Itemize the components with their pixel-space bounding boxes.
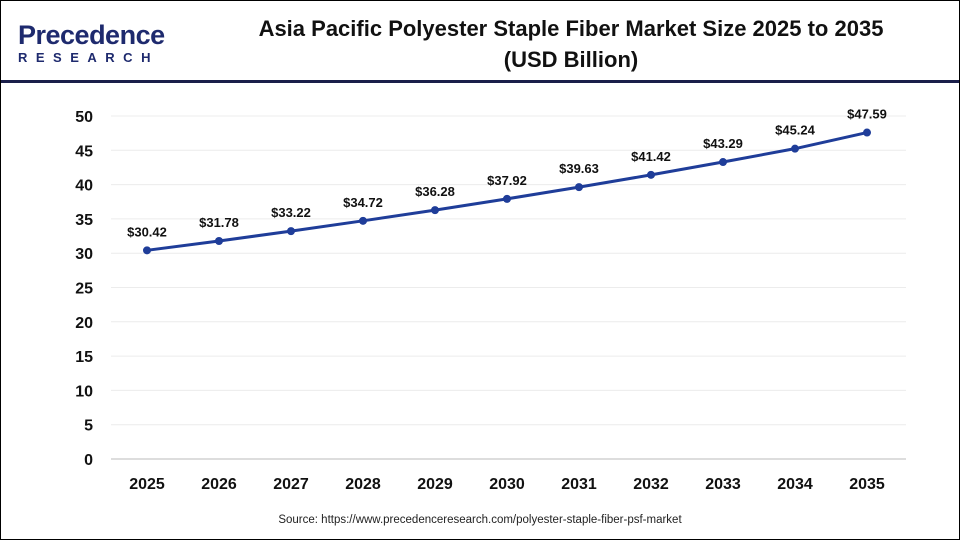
data-label: $34.72 — [343, 195, 383, 210]
x-tick-label: 2028 — [345, 476, 381, 493]
y-tick-label: 15 — [75, 349, 93, 366]
x-tick-label: 2030 — [489, 476, 525, 493]
title-line2: (USD Billion) — [503, 47, 639, 72]
x-tick-label: 2025 — [129, 476, 165, 493]
data-point — [359, 216, 367, 225]
data-label: $45.24 — [775, 123, 816, 138]
chart-title: Asia Pacific Polyester Staple Fiber Mark… — [201, 13, 941, 75]
data-point — [503, 194, 511, 203]
data-label: $47.59 — [847, 107, 887, 122]
y-tick-label: 40 — [75, 178, 93, 195]
y-tick-label: 10 — [75, 383, 93, 400]
data-point — [287, 227, 295, 236]
y-tick-label: 0 — [84, 452, 93, 469]
data-point — [575, 183, 583, 192]
x-tick-label: 2034 — [777, 476, 813, 493]
y-tick-label: 45 — [75, 143, 93, 160]
x-tick-label: 2032 — [633, 476, 669, 493]
data-point — [719, 158, 727, 167]
data-point — [215, 236, 223, 245]
source-note: Source: https://www.precedenceresearch.c… — [278, 514, 682, 526]
logo-line1: Precedence — [18, 20, 165, 50]
x-tick-label: 2031 — [561, 476, 597, 493]
header-divider — [1, 80, 959, 83]
y-tick-label: 35 — [75, 212, 93, 229]
logo-line2: RESEARCH — [18, 50, 159, 65]
data-point — [863, 128, 871, 137]
logo: Precedence RESEARCH — [18, 21, 165, 65]
x-tick-label: 2035 — [849, 476, 885, 493]
x-tick-label: 2029 — [417, 476, 453, 493]
data-point — [647, 170, 655, 179]
x-tick-label: 2033 — [705, 476, 741, 493]
y-tick-label: 20 — [75, 315, 93, 332]
x-tick-label: 2026 — [201, 476, 237, 493]
data-label: $37.92 — [487, 173, 527, 188]
data-label: $43.29 — [703, 136, 743, 151]
data-label: $30.42 — [127, 224, 167, 239]
data-label: $33.22 — [271, 205, 311, 220]
data-point — [791, 144, 799, 153]
y-tick-label: 5 — [84, 418, 93, 435]
data-label: $31.78 — [199, 215, 239, 230]
y-tick-label: 50 — [75, 109, 93, 126]
data-point — [431, 206, 439, 215]
x-tick-label: 2027 — [273, 476, 309, 493]
data-label: $41.42 — [631, 149, 671, 164]
data-point — [143, 246, 151, 255]
y-tick-label: 25 — [75, 281, 93, 298]
title-line1: Asia Pacific Polyester Staple Fiber Mark… — [258, 16, 884, 41]
y-tick-label: 30 — [75, 246, 93, 263]
data-label: $36.28 — [415, 184, 455, 199]
data-label: $39.63 — [559, 161, 599, 176]
